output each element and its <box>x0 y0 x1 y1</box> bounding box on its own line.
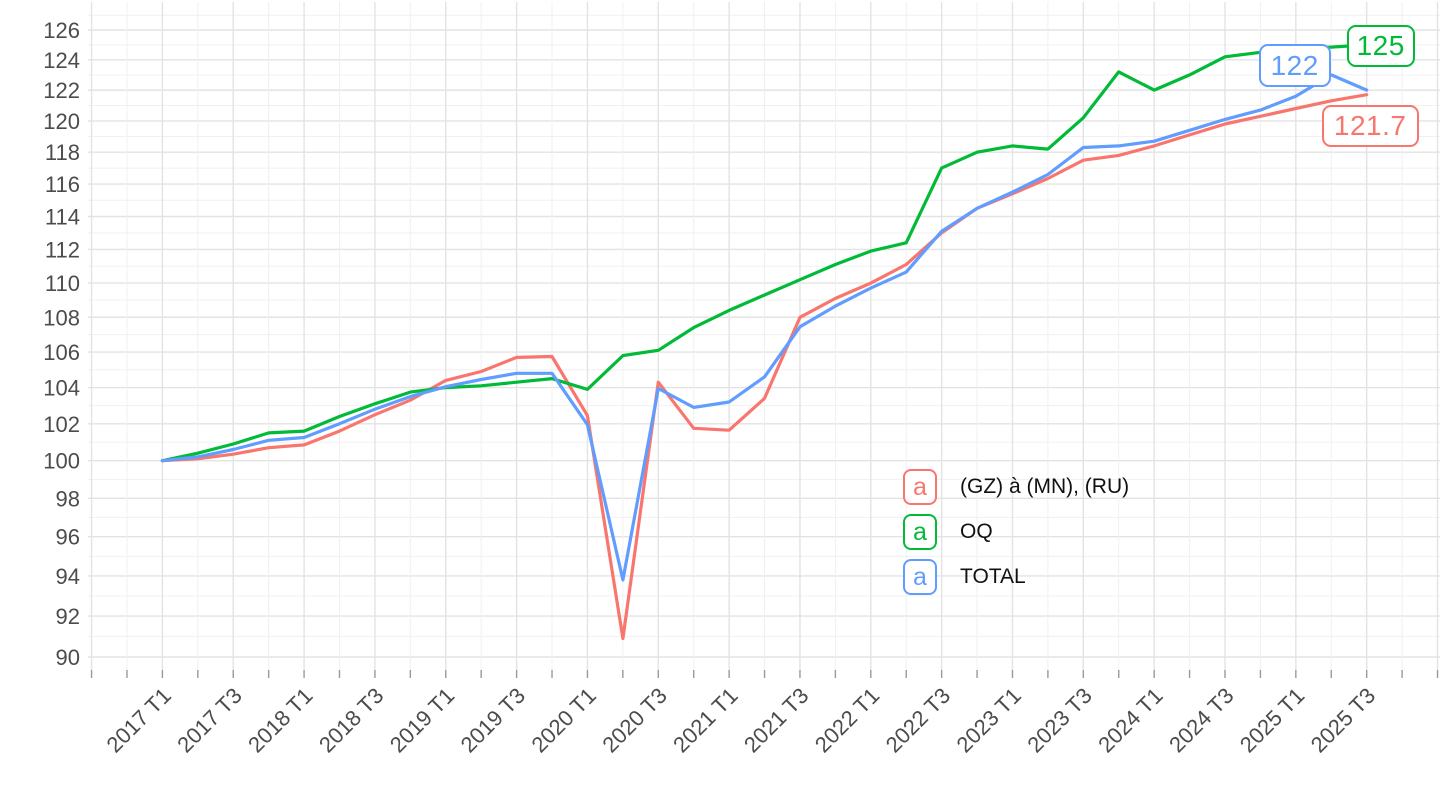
series-line-oq <box>160 43 1369 463</box>
x-axis-tick-label: 2025 T3 <box>1306 683 1380 757</box>
series-end-label: 121.7 <box>1321 104 1419 147</box>
y-axis-tick-label: 116 <box>45 172 80 197</box>
y-axis-tick-label: 126 <box>43 18 80 43</box>
y-axis-tick-label: 98 <box>56 486 80 511</box>
y-axis-tick-label: 112 <box>45 237 80 262</box>
x-axis-tick-label: 2023 T3 <box>1022 683 1096 757</box>
y-axis-tick-label: 94 <box>56 564 80 589</box>
x-axis-tick-label: 2021 T3 <box>739 683 813 757</box>
series-end-label: 122 <box>1258 44 1331 88</box>
y-axis-tick-label: 118 <box>45 140 80 165</box>
series-line-total <box>160 73 1369 582</box>
x-axis-tick-label: 2018 T1 <box>243 683 317 757</box>
legend-key-icon: a <box>903 469 937 505</box>
y-axis-tick-label: 90 <box>56 645 80 670</box>
x-axis-tick-label: 2024 T1 <box>1093 683 1167 757</box>
x-axis-tick-label: 2023 T1 <box>952 683 1026 757</box>
legend-item: a (GZ) à (MN), (RU) <box>903 469 1129 505</box>
legend-key-glyph: a <box>913 472 927 501</box>
y-axis-tick-label: 124 <box>43 48 80 73</box>
x-axis-tick-label: 2019 T3 <box>456 683 530 757</box>
y-axis-tick-label: 108 <box>43 305 80 330</box>
y-axis-tick-label: 114 <box>45 205 80 230</box>
x-axis-tick-label: 2019 T1 <box>385 683 459 757</box>
legend-key-icon: a <box>903 514 937 550</box>
legend-item: a TOTAL <box>903 559 1129 595</box>
y-axis-tick-label: 104 <box>43 376 80 401</box>
y-axis-tick-label: 106 <box>43 340 80 365</box>
legend-item-label: (GZ) à (MN), (RU) <box>960 475 1130 498</box>
x-axis-tick-label: 2018 T3 <box>314 683 388 757</box>
x-axis-tick-label: 2022 T1 <box>810 683 884 757</box>
series-end-label: 125 <box>1346 24 1415 67</box>
x-axis-tick-label: 2022 T3 <box>881 683 955 757</box>
y-axis-tick-label: 100 <box>43 449 80 474</box>
legend: a (GZ) à (MN), (RU) a OQ a TOTAL <box>903 469 1129 595</box>
x-axis-tick-label: 2021 T1 <box>668 683 742 757</box>
x-axis-tick-label: 2020 T3 <box>597 683 671 757</box>
legend-item-label: OQ <box>960 520 993 543</box>
x-axis-tick-label: 2020 T1 <box>526 683 600 757</box>
y-axis-tick-label: 92 <box>56 604 80 629</box>
x-axis-tick-label: 2017 T3 <box>172 683 246 757</box>
legend-key-glyph: a <box>913 562 927 591</box>
x-axis-tick-label: 2024 T3 <box>1164 683 1238 757</box>
y-axis-tick-label: 102 <box>43 412 80 437</box>
legend-item: a OQ <box>903 514 1129 550</box>
legend-item-label: TOTAL <box>960 565 1026 588</box>
x-axis-tick-label: 2025 T1 <box>1235 683 1309 757</box>
y-axis-tick-label: 110 <box>45 271 80 296</box>
legend-key-glyph: a <box>913 517 927 546</box>
x-axis-tick-label: 2017 T1 <box>101 683 175 757</box>
legend-key-icon: a <box>903 559 937 595</box>
series-line--gz-mn-ru- <box>160 93 1369 641</box>
y-axis-tick-label: 120 <box>43 109 80 134</box>
y-axis-tick-label: 96 <box>56 525 80 550</box>
y-axis-tick-label: 122 <box>43 78 80 103</box>
